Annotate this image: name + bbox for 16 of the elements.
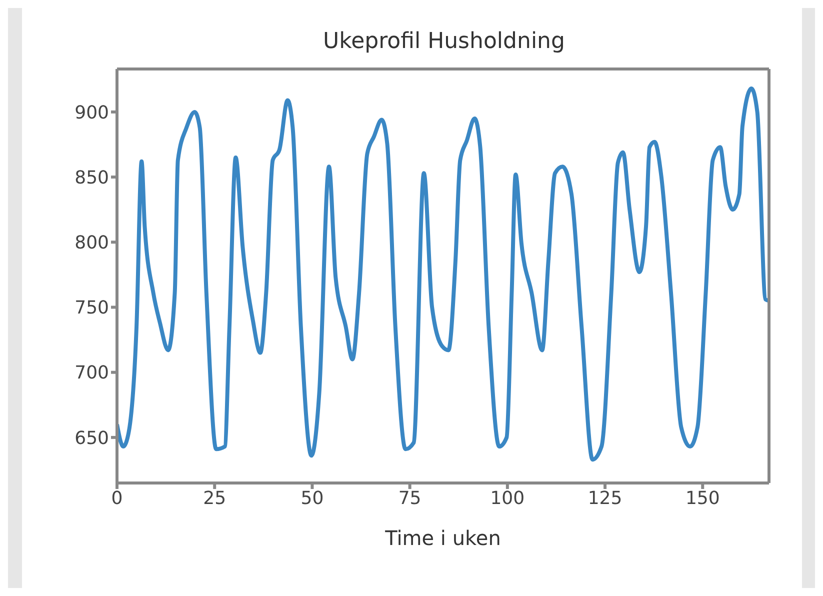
x-tick-label: 100 (490, 488, 525, 509)
x-tick-label: 50 (300, 488, 324, 509)
y-tick-label: 900 (74, 102, 109, 124)
x-tick-label: 25 (203, 488, 226, 509)
x-tick-label: 150 (685, 488, 720, 509)
x-tick-label: 75 (398, 488, 422, 509)
y-tick-label: 850 (74, 167, 109, 188)
chart-title: Ukeprofil Husholdning (323, 29, 565, 54)
x-axis-title: Time i uken (384, 526, 501, 550)
x-tick-label: 0 (111, 488, 123, 509)
line-series (117, 86, 769, 462)
y-tick-label: 650 (74, 428, 109, 449)
y-tick-label: 750 (74, 298, 109, 319)
x-tick-label: 125 (588, 488, 622, 509)
y-tick-label: 700 (74, 362, 109, 384)
y-tick-label: 800 (74, 232, 109, 254)
